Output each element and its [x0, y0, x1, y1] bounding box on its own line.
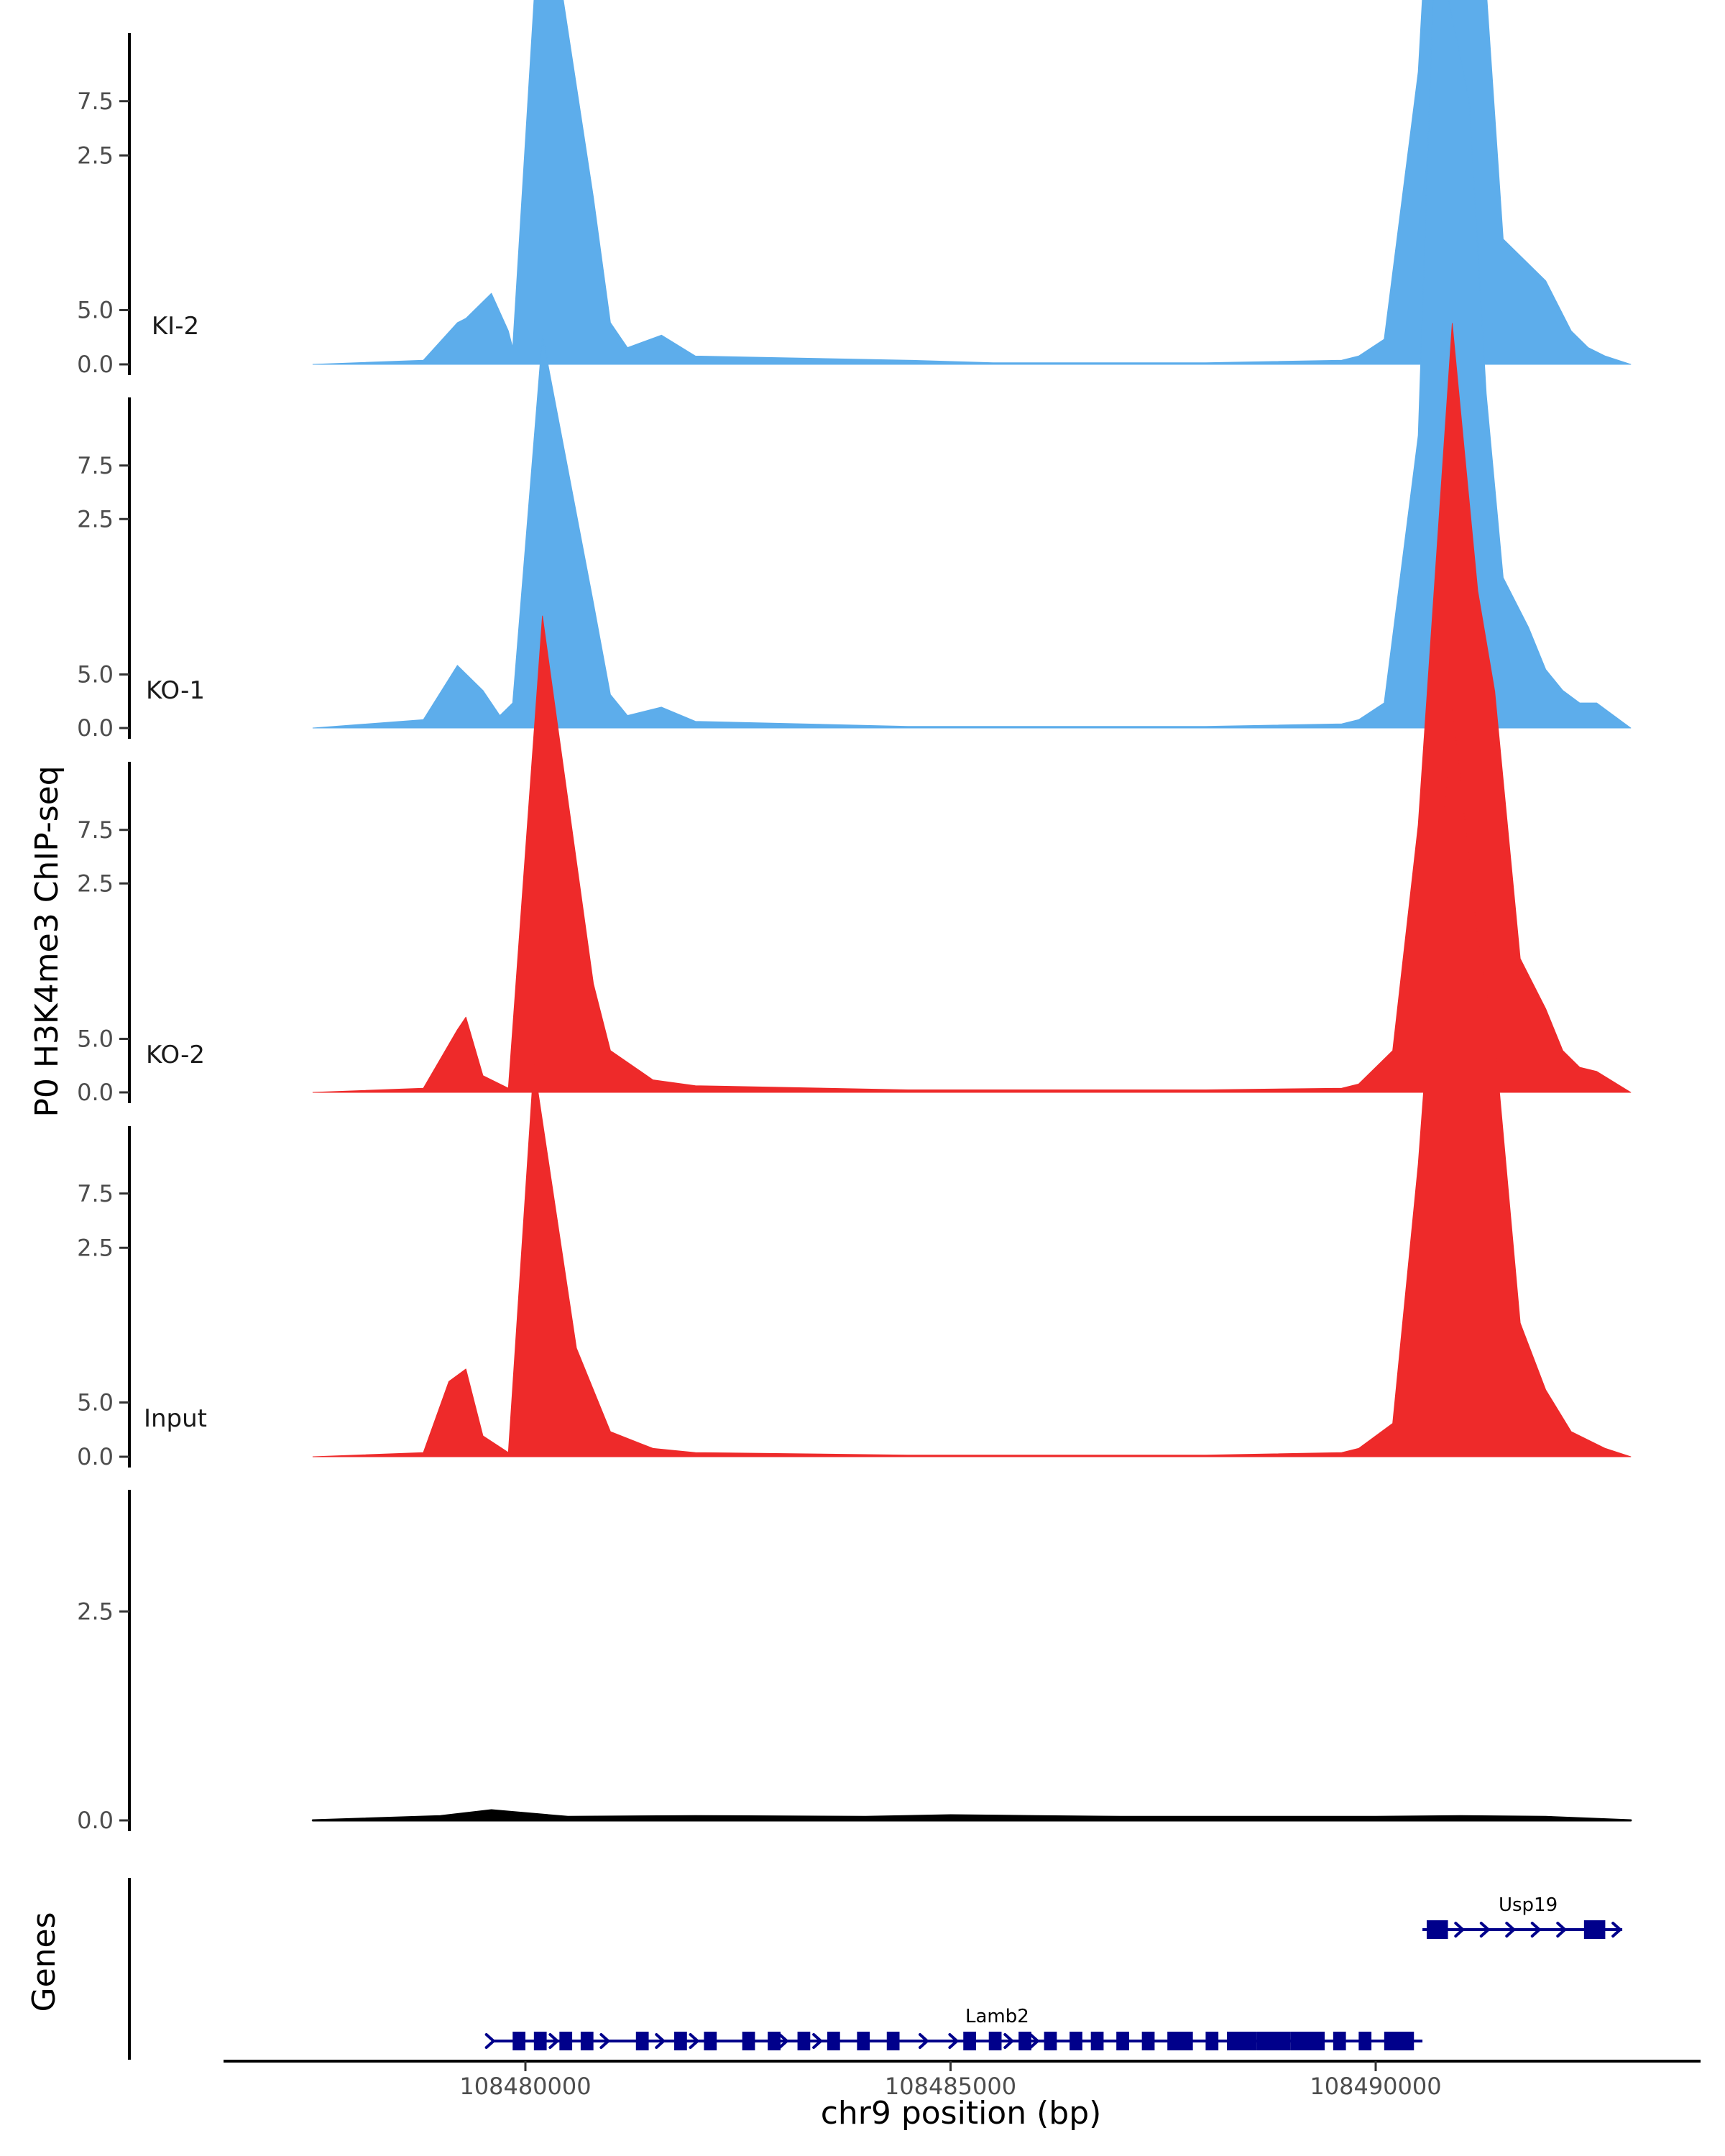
track-label: Input: [144, 1404, 207, 1433]
gene-usp19: Usp19: [1422, 1894, 1623, 1939]
track-ko-2: 0.0 2.5 5.0 7.5 KO-2: [77, 704, 1632, 1470]
gene-exon: [768, 2032, 781, 2050]
strand-arrow: [484, 2033, 496, 2049]
gene-exon: [797, 2032, 811, 2050]
gene-exon: [1256, 2032, 1291, 2050]
gene-exon: [512, 2032, 525, 2050]
gene-exon: [1333, 2032, 1346, 2050]
track-ki-2: 0.0 2.5 5.0 7.5 KI-2: [77, 0, 1632, 742]
y-tick-label: 5.0: [77, 1389, 114, 1416]
y-tick-label: 2.5: [77, 505, 114, 533]
gene-exon: [1070, 2032, 1082, 2050]
strand-arrow: [548, 2033, 560, 2049]
signal-area-ko-2: [312, 704, 1632, 1457]
gene-exon: [1044, 2032, 1057, 2050]
gene-exon: [1018, 2032, 1031, 2050]
genes-axis-title: Genes: [26, 1912, 63, 2012]
signal-area-input: [311, 1809, 1632, 1822]
gene-exon: [674, 2032, 687, 2050]
strand-arrow: [1556, 1922, 1568, 1938]
y-tick-label: 7.5: [77, 452, 114, 479]
y-tick-label: 0.0: [77, 351, 114, 378]
track-label: KI-2: [152, 312, 199, 341]
strand-arrow: [1454, 1922, 1466, 1938]
track-ki-1: 0.02.55.07.5KI-1: [77, 0, 1632, 378]
y-tick-label: 0.0: [77, 1079, 114, 1106]
gene-exon: [1426, 1920, 1448, 1939]
gene-exon: [533, 2032, 547, 2050]
strand-arrow: [1611, 1922, 1623, 1938]
gene-exon: [742, 2032, 755, 2050]
gene-exon: [886, 2032, 900, 2050]
x-tick-label: 108490000: [1310, 2073, 1441, 2100]
y-tick-label: 5.0: [77, 661, 114, 688]
y-tick-label: 7.5: [77, 816, 114, 844]
gene-name-label: Usp19: [1499, 1894, 1558, 1916]
strand-arrow: [1530, 1922, 1542, 1938]
gene-exon: [559, 2032, 573, 2050]
y-tick-label: 7.5: [77, 88, 114, 115]
gene-exon: [963, 2032, 976, 2050]
strand-arrow: [778, 2033, 789, 2049]
y-tick-label: 2.5: [77, 1598, 114, 1625]
y-tick-label: 5.0: [77, 297, 114, 324]
signal-area-ki-1: [312, 0, 1632, 365]
y-tick-label: 0.0: [77, 714, 114, 742]
y-tick-label: 7.5: [77, 1180, 114, 1207]
gene-lamb2: Lamb2: [484, 2006, 1423, 2050]
gene-exon: [1384, 2032, 1414, 2050]
y-tick-label: 2.5: [77, 1234, 114, 1261]
strand-arrow: [1479, 1922, 1491, 1938]
strand-arrow: [1003, 2033, 1015, 2049]
y-tick-label: 0.0: [77, 1443, 114, 1470]
strand-arrow: [599, 2033, 611, 2049]
gene-exon: [635, 2032, 649, 2050]
genes-layer: Usp19 Lamb2: [128, 1878, 1623, 2060]
tracks-layer: 0.02.55.07.5KI-10.02.55.07.5KI-20.02.55.…: [77, 0, 1632, 1834]
gene-exon: [1583, 1920, 1606, 1939]
y-axis-title: P0 H3K4me3 ChIP-seq: [29, 765, 65, 1117]
y-tick-label: 0.0: [77, 1807, 114, 1834]
x-axis-title: chr9 position (bp): [821, 2095, 1102, 2132]
gene-exon: [1226, 2032, 1257, 2050]
x-tick-label: 108485000: [885, 2073, 1016, 2100]
track-input: 0.0 2.5 5.0 7.5 Input: [77, 1180, 1632, 1834]
strand-arrow: [655, 2033, 666, 2049]
strand-arrow: [812, 2033, 824, 2049]
strand-arrow: [1029, 2033, 1040, 2049]
gene-exon: [1358, 2032, 1372, 2050]
x-axis: 108480000 108485000 108490000: [224, 2060, 1701, 2100]
y-tick-label: 2.5: [77, 870, 114, 897]
gene-exon: [704, 2032, 717, 2050]
gene-name-label: Lamb2: [965, 2006, 1029, 2027]
x-tick-label: 108480000: [459, 2073, 591, 2100]
gene-exon: [1141, 2032, 1155, 2050]
gene-exon: [827, 2032, 840, 2050]
gene-exon: [988, 2032, 1002, 2050]
signal-area-ki-2: [312, 0, 1632, 729]
gene-exon: [1290, 2032, 1325, 2050]
gene-exon: [1205, 2032, 1219, 2050]
y-tick-label: 2.5: [77, 142, 114, 169]
strand-arrow: [1505, 1922, 1517, 1938]
gene-exon: [1090, 2032, 1104, 2050]
gene-exon: [1167, 2032, 1193, 2050]
signal-area-ko-1: [312, 323, 1632, 1093]
track-label: KO-1: [146, 676, 205, 705]
strand-arrow: [689, 2033, 700, 2049]
strand-arrow: [919, 2033, 929, 2049]
gene-exon: [857, 2032, 870, 2050]
strand-arrow: [948, 2033, 960, 2049]
gene-exon: [1116, 2032, 1129, 2050]
gene-exon: [580, 2032, 594, 2050]
y-tick-label: 5.0: [77, 1026, 114, 1053]
track-ko-1: 0.0 2.5 5.0 7.5 KO-1: [77, 323, 1632, 1106]
track-label: KO-2: [146, 1041, 205, 1069]
